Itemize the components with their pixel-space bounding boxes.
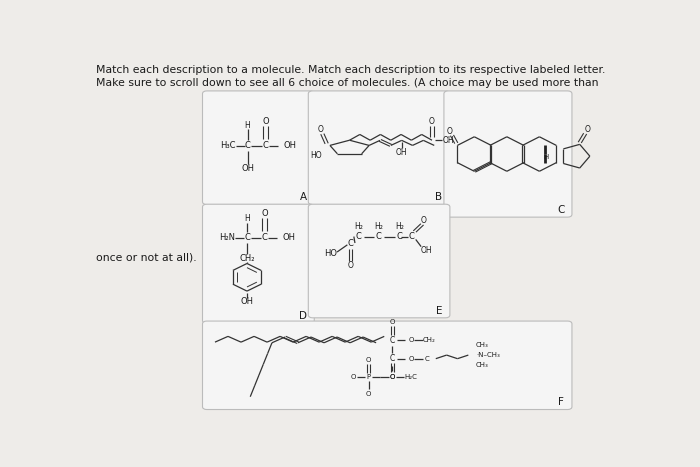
FancyBboxPatch shape (202, 91, 314, 205)
Text: OH: OH (421, 246, 433, 255)
Text: H: H (543, 154, 549, 160)
Text: O: O (408, 356, 414, 361)
Text: C: C (356, 232, 361, 241)
Text: O: O (390, 374, 395, 380)
Text: F: F (558, 397, 564, 407)
Text: O: O (584, 126, 590, 134)
Text: C: C (396, 232, 402, 241)
Text: OH: OH (241, 164, 254, 173)
Text: ·N–CH₃: ·N–CH₃ (477, 352, 500, 358)
Text: C: C (408, 232, 414, 241)
Text: O: O (429, 117, 435, 126)
Text: H₃C: H₃C (220, 141, 236, 150)
Text: once or not at all).: once or not at all). (96, 252, 196, 262)
Text: P: P (367, 374, 370, 380)
Text: O: O (408, 338, 414, 343)
Text: OH: OH (396, 149, 407, 157)
Text: HO: HO (311, 151, 322, 160)
FancyBboxPatch shape (308, 91, 450, 205)
Text: H₂: H₂ (374, 222, 384, 231)
Text: H₂C: H₂C (405, 374, 417, 380)
Text: CH₃: CH₃ (475, 342, 489, 348)
Text: H: H (244, 214, 250, 223)
Text: H₂N: H₂N (219, 233, 235, 242)
Text: CH₂: CH₂ (423, 338, 435, 343)
Text: C: C (261, 233, 267, 242)
Text: H: H (245, 121, 251, 130)
Text: E: E (436, 305, 442, 316)
Text: O: O (317, 125, 323, 134)
Text: O: O (390, 319, 395, 325)
Text: OH: OH (284, 141, 297, 150)
Text: CH₂: CH₂ (239, 254, 255, 263)
Text: OH: OH (241, 297, 253, 306)
Text: C: C (424, 356, 429, 361)
Text: O: O (348, 261, 354, 270)
Text: C: C (390, 354, 395, 363)
FancyBboxPatch shape (444, 91, 572, 217)
Text: A: A (300, 192, 307, 202)
Text: O: O (351, 374, 356, 380)
Text: C: C (557, 205, 565, 215)
Text: O: O (421, 216, 426, 225)
Text: Make sure to scroll down to see all 6 choice of molecules. (A choice may be used: Make sure to scroll down to see all 6 ch… (96, 78, 598, 88)
Text: O: O (447, 127, 453, 135)
Text: OH: OH (442, 136, 454, 145)
Text: C: C (262, 141, 268, 150)
Text: HO: HO (325, 249, 337, 258)
Text: O: O (366, 391, 371, 397)
Text: C: C (390, 336, 395, 345)
Text: D: D (300, 311, 307, 321)
FancyBboxPatch shape (202, 321, 572, 410)
Text: C: C (376, 232, 382, 241)
Text: O: O (366, 357, 371, 363)
Text: C: C (244, 233, 250, 242)
Text: C: C (348, 239, 354, 248)
FancyBboxPatch shape (202, 204, 314, 323)
Text: Match each description to a molecule. Match each description to its respective l: Match each description to a molecule. Ma… (96, 65, 605, 75)
Text: OH: OH (283, 233, 296, 242)
Text: O: O (261, 209, 267, 218)
Text: B: B (435, 192, 442, 202)
FancyBboxPatch shape (308, 204, 450, 318)
Text: H₂: H₂ (395, 222, 404, 231)
Text: O: O (390, 374, 395, 380)
Text: C: C (244, 141, 251, 150)
Text: O: O (262, 117, 269, 126)
Text: CH₃: CH₃ (475, 362, 489, 368)
Text: H₂: H₂ (354, 222, 363, 231)
